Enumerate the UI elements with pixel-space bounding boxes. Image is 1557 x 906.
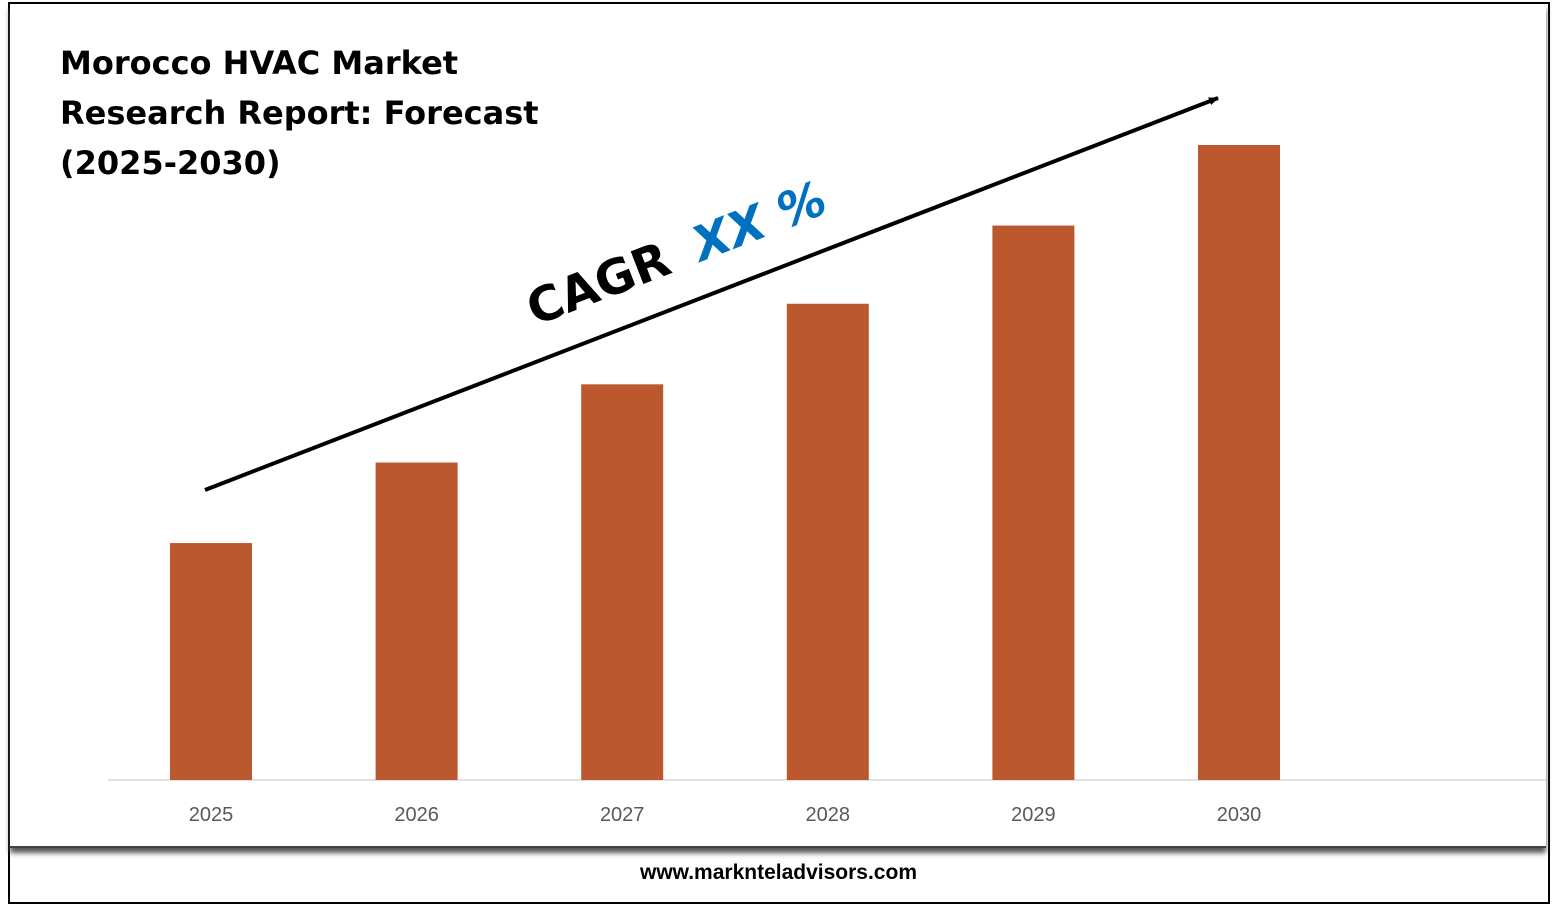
bar-2025 (170, 543, 252, 780)
bar-2030 (1198, 145, 1280, 780)
bar-2029 (992, 225, 1075, 781)
chart-area (10, 4, 1546, 848)
x-tick-label: 2028 (806, 804, 851, 826)
chart-title: Morocco HVAC Market Research Report: For… (60, 44, 539, 182)
bar-2026 (375, 462, 458, 780)
bar-2028 (786, 303, 869, 780)
x-tick-label: 2025 (189, 804, 234, 826)
footer-url[interactable]: www.marknteladvisors.com (640, 861, 917, 884)
cagr-label: CAGR (519, 231, 678, 337)
cagr-value: XX % (682, 171, 834, 274)
x-tick-label: 2027 (600, 804, 645, 826)
x-tick-label: 2029 (1011, 804, 1056, 826)
bar-2027 (581, 384, 664, 780)
x-tick-label: 2030 (1217, 804, 1262, 826)
growth-arrow (204, 96, 1219, 492)
x-tick-label: 2026 (394, 804, 439, 826)
outer-frame (8, 2, 1550, 904)
